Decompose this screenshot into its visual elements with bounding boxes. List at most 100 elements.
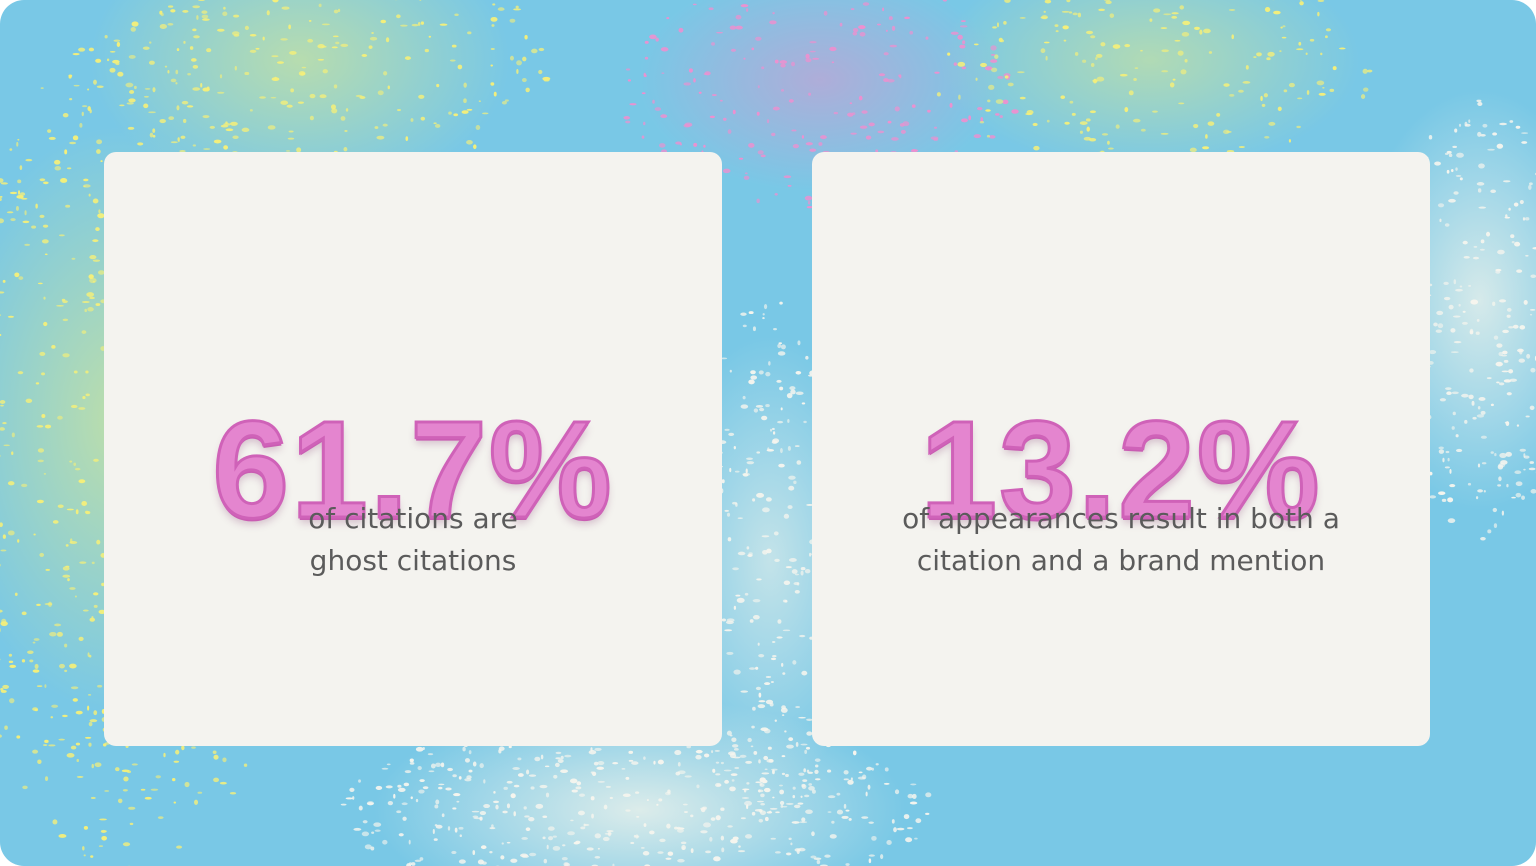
speckle xyxy=(513,8,521,11)
speckle xyxy=(1228,8,1236,11)
speckle xyxy=(1502,350,1508,355)
speckle xyxy=(746,782,750,785)
speckle xyxy=(756,111,760,116)
speckle xyxy=(657,851,664,854)
speckle xyxy=(96,149,101,154)
speckle xyxy=(1462,240,1468,245)
speckle xyxy=(150,788,159,791)
speckle xyxy=(393,793,396,799)
speckle xyxy=(985,109,991,112)
speckle xyxy=(93,604,98,608)
speckle xyxy=(1268,121,1276,126)
speckle xyxy=(200,83,203,88)
speckle xyxy=(765,497,772,502)
speckle xyxy=(612,762,619,765)
speckle xyxy=(233,14,240,18)
speckle xyxy=(1490,451,1494,454)
speckle xyxy=(862,2,870,6)
speckle xyxy=(405,136,409,141)
speckle xyxy=(192,64,199,69)
speckle xyxy=(695,754,702,760)
speckle xyxy=(1498,351,1504,357)
speckle xyxy=(543,858,548,864)
speckle xyxy=(801,402,806,405)
speckle xyxy=(352,796,355,800)
speckle xyxy=(58,834,67,838)
stat-value: 61.7% xyxy=(211,393,614,547)
speckle xyxy=(785,852,792,856)
speckle xyxy=(1446,169,1450,174)
speckle xyxy=(1086,126,1090,132)
speckle xyxy=(374,829,381,832)
speckle xyxy=(569,778,578,784)
speckle xyxy=(760,727,769,732)
speckle xyxy=(531,48,538,54)
speckle xyxy=(1263,93,1268,98)
speckle xyxy=(160,13,164,17)
speckle xyxy=(387,85,390,90)
speckle xyxy=(1493,523,1498,529)
speckle xyxy=(800,566,806,571)
speckle xyxy=(808,92,812,96)
speckle xyxy=(267,125,276,130)
speckle xyxy=(213,754,219,760)
speckle xyxy=(1477,463,1481,468)
speckle xyxy=(912,793,917,799)
speckle xyxy=(875,149,879,153)
speckle xyxy=(636,815,640,818)
speckle xyxy=(560,755,564,760)
speckle xyxy=(69,663,77,669)
speckle xyxy=(690,814,694,818)
speckle xyxy=(720,761,724,765)
speckle xyxy=(785,773,789,778)
speckle xyxy=(89,277,97,284)
speckle xyxy=(36,499,44,504)
speckle xyxy=(353,827,362,831)
speckle xyxy=(907,793,914,799)
speckle xyxy=(731,737,737,743)
speckle xyxy=(82,846,85,851)
speckle xyxy=(523,806,527,810)
speckle xyxy=(225,128,234,132)
speckle xyxy=(720,835,725,841)
speckle xyxy=(1446,150,1452,154)
speckle xyxy=(369,36,378,41)
speckle xyxy=(1090,35,1096,39)
speckle xyxy=(903,814,910,820)
speckle xyxy=(1238,146,1245,148)
speckle xyxy=(767,746,772,750)
speckle xyxy=(1456,152,1464,158)
speckle xyxy=(50,716,54,719)
speckle xyxy=(489,827,496,830)
speckle xyxy=(660,47,669,52)
speckle xyxy=(1450,328,1456,333)
speckle xyxy=(14,272,20,278)
speckle xyxy=(729,786,736,792)
speckle xyxy=(201,14,209,19)
speckle xyxy=(97,213,105,219)
speckle xyxy=(1478,163,1485,169)
speckle xyxy=(1096,76,1105,82)
speckle xyxy=(769,807,778,810)
speckle xyxy=(96,139,103,145)
speckle xyxy=(773,531,779,536)
speckle xyxy=(521,854,529,858)
speckle xyxy=(419,0,422,1)
speckle xyxy=(125,82,134,88)
speckle xyxy=(448,111,452,115)
speckle xyxy=(453,113,459,117)
speckle xyxy=(1132,118,1141,123)
speckle xyxy=(735,14,742,20)
speckle xyxy=(149,41,152,44)
speckle xyxy=(1443,281,1449,285)
speckle xyxy=(1085,30,1094,35)
speckle xyxy=(871,835,877,841)
speckle xyxy=(1160,132,1169,135)
speckle xyxy=(552,835,557,838)
speckle xyxy=(562,844,566,847)
speckle xyxy=(756,451,761,454)
speckle xyxy=(807,200,811,205)
speckle xyxy=(765,676,772,678)
speckle xyxy=(445,787,452,791)
speckle xyxy=(478,100,481,103)
